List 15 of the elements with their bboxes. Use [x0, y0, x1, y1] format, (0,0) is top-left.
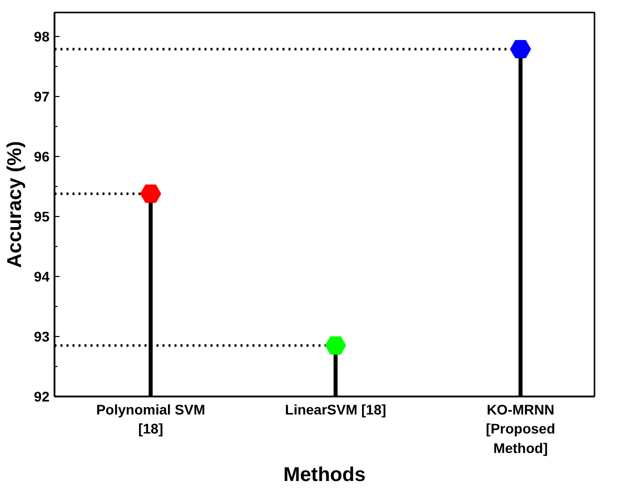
y-tick-label: 95 — [34, 208, 50, 224]
y-tick-label: 98 — [34, 28, 50, 44]
y-tick-label: 92 — [34, 388, 50, 404]
point — [510, 40, 532, 58]
y-tick-label: 94 — [34, 268, 50, 284]
x-tick-label: LinearSVM [18] — [285, 402, 386, 418]
y-axis-title: Accuracy (%) — [4, 141, 26, 268]
y-tick-label: 93 — [34, 328, 50, 344]
x-tick-label: Polynomial SVM [18] — [96, 402, 206, 437]
point — [140, 184, 162, 203]
x-axis-title: Methods — [283, 464, 366, 486]
point — [325, 336, 346, 355]
y-tick-label: 97 — [34, 88, 50, 104]
y-tick-label: 96 — [34, 148, 50, 164]
x-tick-label: KO-MRNN [Proposed Method] — [486, 402, 556, 456]
